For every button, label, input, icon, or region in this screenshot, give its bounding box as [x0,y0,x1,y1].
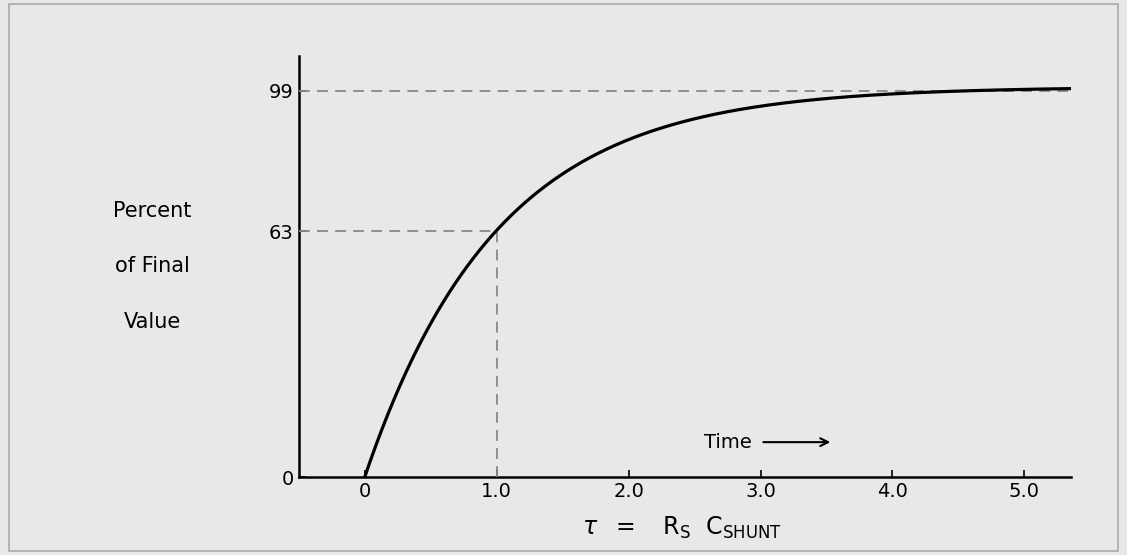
Text: Value: Value [124,312,180,332]
Text: of Final: of Final [115,256,189,276]
Text: Time: Time [703,433,752,452]
Text: $\tau$  $=$   R$_\mathsf{S}$  C$_\mathsf{SHUNT}$: $\tau$ $=$ R$_\mathsf{S}$ C$_\mathsf{SHU… [582,515,782,541]
Text: Percent: Percent [113,201,192,221]
